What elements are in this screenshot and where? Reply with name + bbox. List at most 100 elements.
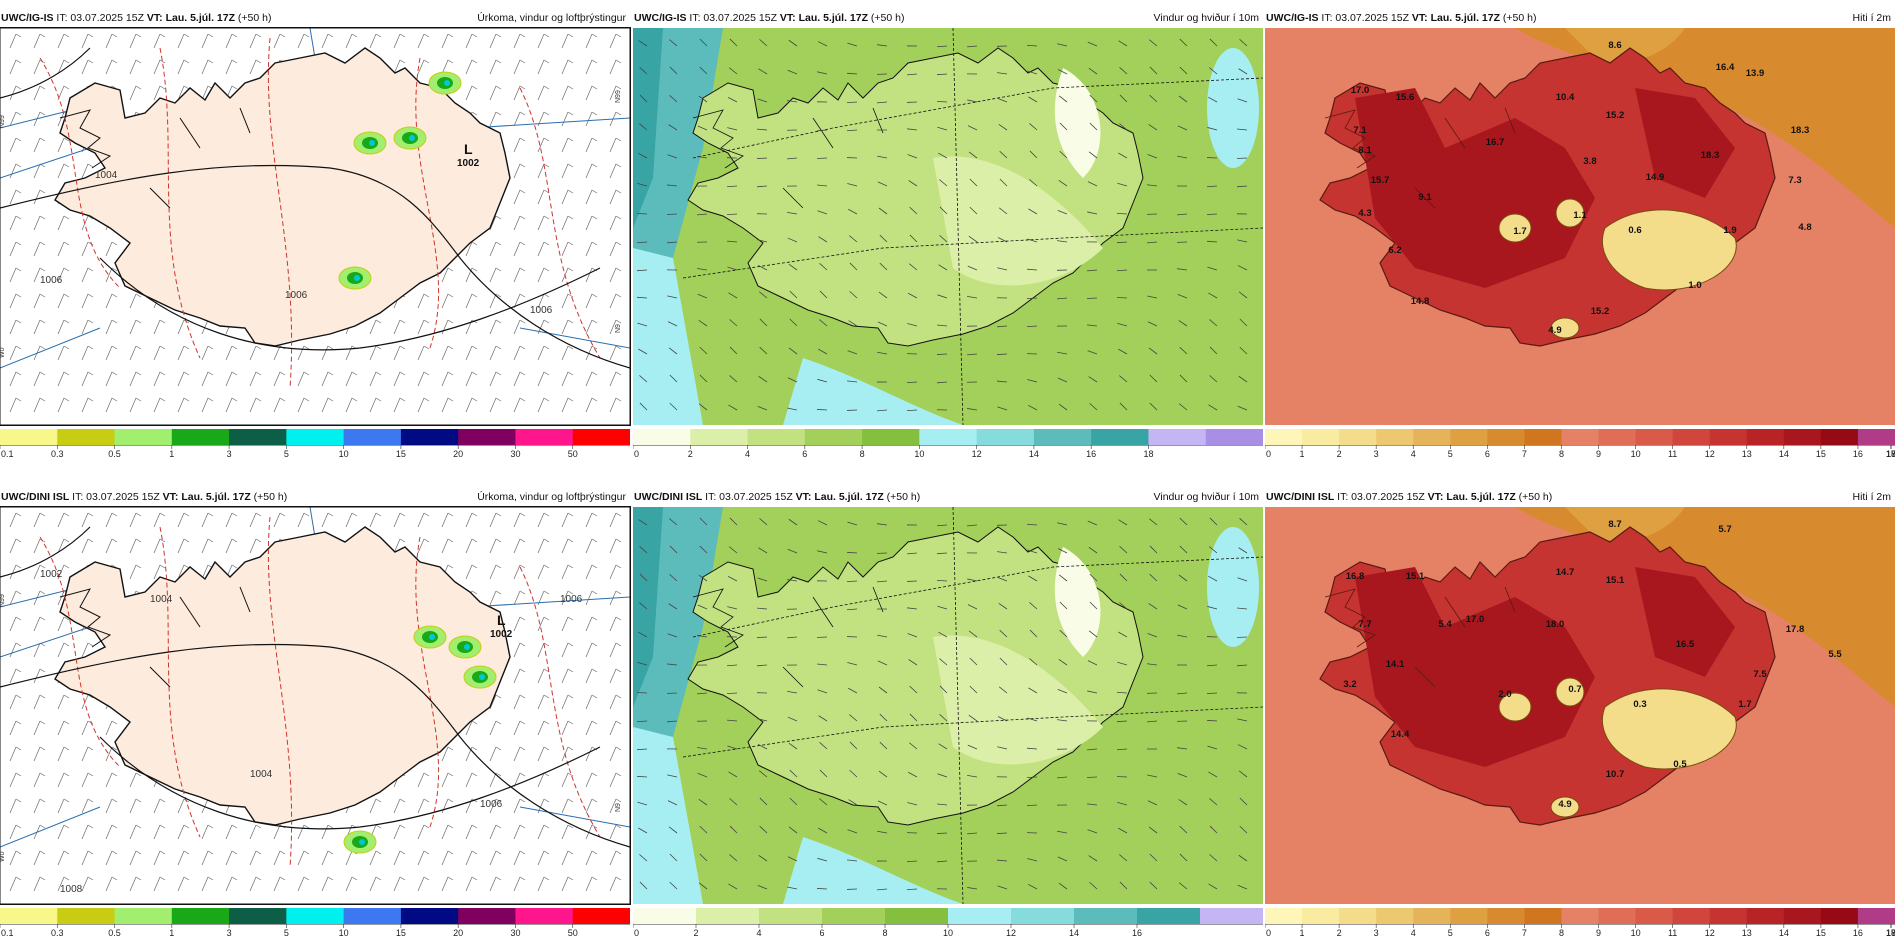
wind-barb: [249, 538, 257, 554]
wind-barb: [129, 798, 137, 814]
wind-barb: [489, 397, 497, 413]
wind-arrow: [637, 662, 648, 666]
wind-arrow: [847, 521, 858, 526]
colorbar-swatch: [572, 429, 630, 445]
wind-barb: [177, 397, 185, 413]
colorbar-tick-label: 18: [1143, 449, 1153, 459]
wind-barb: [561, 397, 569, 413]
init-time: IT: 03.07.2025 15Z: [69, 491, 163, 503]
wind-arrow: [757, 265, 768, 271]
wind-barb: [297, 33, 305, 49]
wind-barb: [585, 241, 593, 257]
colorbar-swatch: [747, 429, 806, 445]
wind-arrow: [727, 606, 738, 610]
wind-arrow: [1089, 881, 1098, 890]
wind-barb: [465, 241, 473, 257]
wind-barb: [321, 876, 329, 892]
wind-barb: [585, 876, 593, 892]
lat-lon-lines: [682, 507, 1263, 904]
colorbar-swatch: [1413, 429, 1451, 445]
wind-arrow: [729, 375, 738, 383]
wind-barb: [585, 512, 593, 528]
wind-barb: [369, 397, 377, 413]
colorbar-swatch: [229, 908, 287, 924]
colorbar-swatch: [343, 429, 402, 445]
wind-arrow: [1057, 522, 1068, 526]
wind-arrow: [1028, 575, 1038, 582]
wind-arrow: [729, 854, 738, 862]
wind-arrow: [1089, 94, 1098, 103]
wind-arrow: [1149, 402, 1158, 411]
wind-arrow: [909, 713, 918, 722]
wind-arrow: [997, 325, 1008, 328]
wind-arrow: [1117, 661, 1128, 666]
wind-barb: [441, 512, 449, 528]
wind-barb: [33, 371, 41, 387]
wind-arrow: [1237, 664, 1248, 667]
grid-label: N99: [0, 594, 6, 607]
wind-barb: [513, 215, 521, 231]
wind-arrow: [849, 235, 858, 243]
wind-arrow: [1206, 719, 1218, 722]
wind-arrow: [757, 607, 768, 610]
wind-arrow: [789, 290, 798, 299]
temperature-label: 16.5: [1676, 639, 1695, 650]
colorbar-tick-label: 10: [943, 928, 953, 938]
temperature-label: 14.9: [1646, 172, 1665, 183]
wind-arrow: [877, 409, 888, 412]
lat-lon-lines: [682, 28, 1263, 425]
wind-arrow: [787, 100, 798, 103]
wind-arrow: [757, 406, 768, 411]
wind-arrow: [846, 580, 858, 583]
precip-panel: UWC/IG-IS IT: 03.07.2025 15Z VT: Lau. 5.…: [0, 8, 631, 470]
colorbar-tick-label: 15: [1816, 928, 1826, 938]
wind-barb: [81, 345, 89, 361]
wind-arrow: [936, 832, 948, 834]
wind-arrow: [787, 69, 798, 75]
wind-barb: [9, 720, 17, 736]
wind-arrow: [1149, 573, 1158, 582]
wind-arrow: [818, 236, 828, 243]
wind-barb: [537, 267, 545, 283]
wind-arrow: [728, 883, 738, 890]
colorbar-swatch: [400, 908, 459, 924]
wind-arrow: [1178, 882, 1188, 890]
wind-arrow: [907, 73, 918, 76]
wind-arrow: [1087, 41, 1098, 47]
wind-barb: [9, 189, 17, 205]
colorbar-swatch: [1783, 429, 1822, 445]
wind-barb: [489, 538, 497, 554]
wind-arrow: [997, 267, 1008, 271]
colorbar-tick-label: 30: [510, 928, 520, 938]
wind-barb: [129, 538, 137, 554]
colorbar-tick-label: 0: [634, 928, 639, 938]
wind-barb: [81, 163, 89, 179]
wind-arrow: [1117, 322, 1128, 327]
wind-arrow: [939, 714, 948, 722]
wind-arrow: [1177, 634, 1188, 638]
colorbar-tick-label: 10: [339, 928, 349, 938]
wind-barb: [33, 538, 41, 554]
wind-arrow: [846, 608, 858, 611]
wind-barb: [393, 538, 401, 554]
wind-barb: [369, 319, 377, 335]
wind-arrow: [1059, 150, 1068, 159]
colorbar-tick-label: 11: [1668, 928, 1677, 938]
colorbar-swatch: [1376, 429, 1414, 445]
wind-arrow: [699, 545, 708, 554]
wind-arrow: [907, 292, 918, 299]
wind-arrow: [1057, 240, 1068, 243]
wind-barb: [177, 564, 185, 580]
wind-arrow: [699, 38, 708, 47]
wind-arrow: [1238, 547, 1248, 554]
wind-barb: [201, 371, 209, 387]
colorbar-tick-label: 0.1: [1, 449, 14, 459]
wind-arrow: [1119, 94, 1128, 103]
panel-header: UWC/IG-IS IT: 03.07.2025 15Z VT: Lau. 5.…: [0, 8, 630, 28]
wind-arrow: [848, 799, 858, 806]
wind-barb: [9, 850, 17, 866]
wind-arrow: [639, 602, 648, 610]
glacier-cold-area: [1601, 209, 1737, 291]
wind-panel: UWC/IG-IS IT: 03.07.2025 15Z VT: Lau. 5.…: [633, 8, 1263, 470]
